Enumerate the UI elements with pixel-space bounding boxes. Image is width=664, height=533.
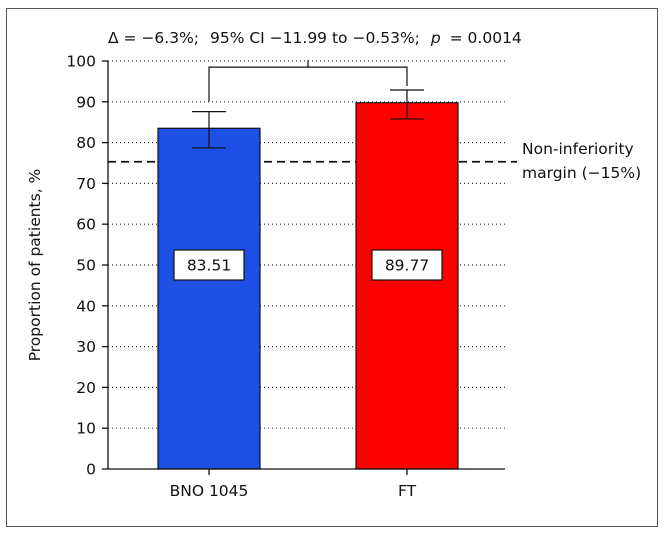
error-bars xyxy=(192,89,424,149)
y-tick-label-80: 80 xyxy=(76,134,96,152)
y-tick-label-100: 100 xyxy=(66,53,96,71)
value-label-box-2 xyxy=(371,249,443,281)
y-tick-label-90: 90 xyxy=(76,93,96,111)
y-tick-label-60: 60 xyxy=(76,216,96,234)
y-tick-label-20: 20 xyxy=(76,379,96,397)
reference-line-label-2: margin (−15%) xyxy=(522,164,641,182)
value-label-1: 83.51 xyxy=(187,257,231,275)
value-label-box-1 xyxy=(173,249,245,281)
y-tick-label-40: 40 xyxy=(76,297,96,315)
title-p-value: = 0.0014 xyxy=(450,29,522,47)
y-tick-label-0: 0 xyxy=(86,461,96,479)
value-labels: 83.51 89.77 xyxy=(173,249,443,281)
bracket-line xyxy=(208,66,408,102)
bar-1 xyxy=(157,127,261,470)
x-tick-label-2: FT xyxy=(398,482,417,500)
y-tick-label-50: 50 xyxy=(76,257,96,275)
y-tick-label-10: 10 xyxy=(76,420,96,438)
y-tick-label-30: 30 xyxy=(76,338,96,356)
significance-bracket xyxy=(208,60,408,102)
title-p-symbol: p xyxy=(430,29,441,47)
chart-title: Δ = −6.3%; 95% CI −11.99 to −0.53%; p = … xyxy=(108,29,522,47)
value-label-2: 89.77 xyxy=(385,257,429,275)
title-ci: 95% CI −11.99 to −0.53%; xyxy=(210,29,420,47)
reference-line-label-1: Non-inferiority xyxy=(522,140,634,158)
axes: 0 10 20 30 40 50 60 70 80 90 100 BNO 1045 FT xyxy=(66,53,505,500)
x-tick-label-1: BNO 1045 xyxy=(170,482,249,500)
y-axis-label: Proportion of patients, % xyxy=(26,169,44,362)
title-delta: Δ = −6.3%; xyxy=(108,29,199,47)
bar-2 xyxy=(355,102,459,470)
figure-frame xyxy=(6,8,658,527)
bars xyxy=(157,102,459,470)
y-tick-label-70: 70 xyxy=(76,175,96,193)
